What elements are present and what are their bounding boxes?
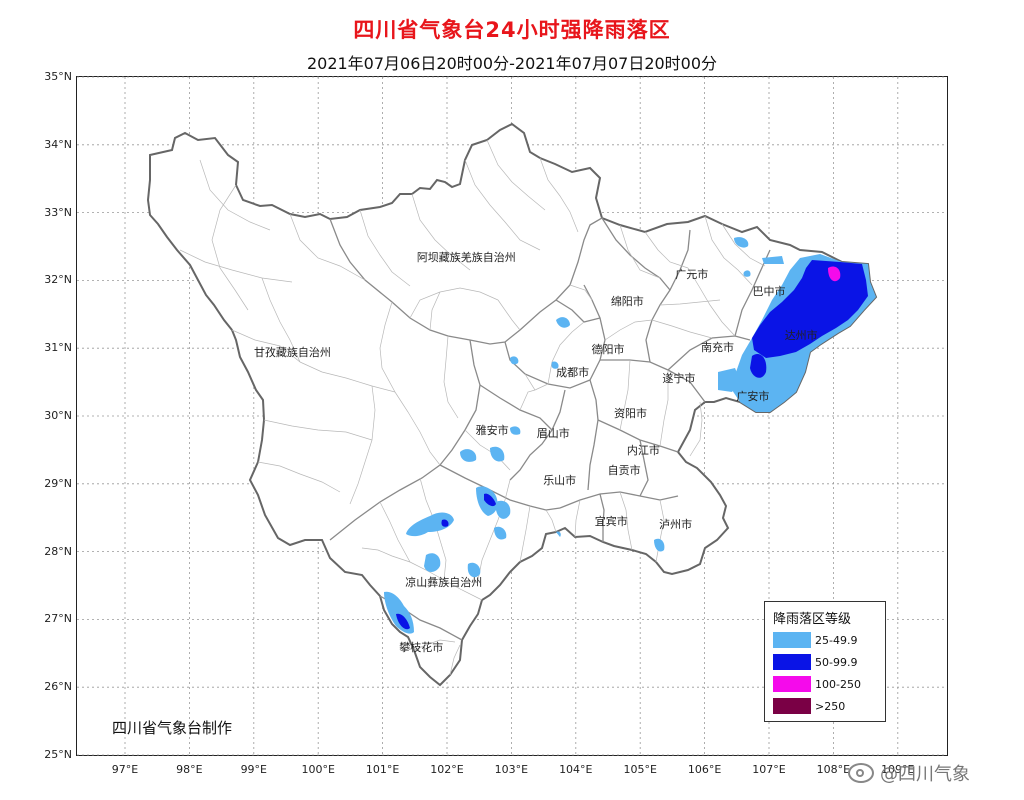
place-label: 遂宁市 xyxy=(662,372,696,386)
weibo-icon xyxy=(848,763,874,783)
weibo-watermark: @四川气象 xyxy=(848,760,970,786)
place-label: 乐山市 xyxy=(543,474,577,488)
place-label: 资阳市 xyxy=(614,406,648,420)
legend-swatch xyxy=(773,676,811,692)
latitude-label: 26°N xyxy=(44,680,72,694)
place-label: 德阳市 xyxy=(591,342,625,356)
legend-label: 25-49.9 xyxy=(815,633,858,647)
place-label: 南充市 xyxy=(700,340,734,354)
longitude-label: 101°E xyxy=(365,763,400,776)
watermark-text: @四川气象 xyxy=(880,764,970,785)
latitude-label: 25°N xyxy=(44,748,72,761)
legend-swatch xyxy=(773,698,811,714)
rain-band-100-250 xyxy=(828,266,841,282)
place-label: 雅安市 xyxy=(475,423,509,437)
latitude-label: 31°N xyxy=(44,341,72,355)
longitude-label: 106°E xyxy=(687,763,722,776)
map-title: 四川省气象台24小时强降雨落区 xyxy=(353,18,671,42)
place-label: 巴中市 xyxy=(752,284,786,298)
longitude-label: 108°E xyxy=(816,763,851,776)
rain-band-50-99.9 xyxy=(396,260,868,630)
county-boundaries xyxy=(179,139,766,676)
longitude-label: 100°E xyxy=(301,763,335,776)
place-label: 泸州市 xyxy=(659,518,693,532)
map-subtitle: 2021年07月06日20时00分-2021年07月07日20时00分 xyxy=(306,54,718,73)
longitude-label: 107°E xyxy=(752,763,786,776)
rainfall-legend: 降雨落区等级 25-49.9 50-99.9 100-250 >250 xyxy=(764,601,886,722)
longitude-label: 98°E xyxy=(176,763,203,776)
latitude-label: 28°N xyxy=(44,544,72,558)
place-label: 宜宾市 xyxy=(594,515,628,529)
place-label: 攀枝花市 xyxy=(399,640,444,654)
latitude-label: 32°N xyxy=(44,273,72,287)
legend-swatch xyxy=(773,632,811,648)
legend-label: 50-99.9 xyxy=(815,655,858,669)
legend-title: 降雨落区等级 xyxy=(773,612,852,627)
longitude-label: 109°E xyxy=(881,763,915,776)
place-label: 达州市 xyxy=(784,328,818,342)
place-label: 广安市 xyxy=(736,389,770,403)
place-label: 成都市 xyxy=(556,365,590,379)
longitude-label: 97°E xyxy=(111,763,139,776)
place-label: 绵阳市 xyxy=(610,294,644,308)
place-label: 内江市 xyxy=(626,443,660,457)
latitude-label: 27°N xyxy=(44,612,72,626)
legend-label: 100-250 xyxy=(815,677,861,691)
producer-credit: 四川省气象台制作 xyxy=(112,719,233,737)
legend-item: 100-250 xyxy=(773,676,861,692)
longitude-label: 103°E xyxy=(494,763,529,776)
place-label: 广元市 xyxy=(675,267,709,281)
legend-label: >250 xyxy=(815,699,846,713)
longitude-label: 104°E xyxy=(559,763,593,776)
legend-item: 25-49.9 xyxy=(773,632,857,648)
latitude-label: 33°N xyxy=(44,205,72,219)
place-label: 阿坝藏族羌族自治州 xyxy=(416,250,516,264)
place-label: 凉山彝族自治州 xyxy=(405,576,483,590)
longitude-label: 99°E xyxy=(240,763,268,776)
latitude-label: 29°N xyxy=(44,476,72,490)
longitude-label: 102°E xyxy=(430,763,464,776)
latitude-label: 30°N xyxy=(44,409,72,422)
latitude-label: 35°N xyxy=(44,70,72,83)
place-label: 自贡市 xyxy=(607,464,641,478)
place-label: 甘孜藏族自治州 xyxy=(253,345,331,359)
latitude-label: 34°N xyxy=(44,137,72,151)
longitude-label: 105°E xyxy=(623,763,657,776)
legend-swatch xyxy=(773,654,811,670)
legend-item: 50-99.9 xyxy=(773,654,857,670)
legend-item: >250 xyxy=(773,698,845,714)
place-label: 眉山市 xyxy=(536,426,570,440)
